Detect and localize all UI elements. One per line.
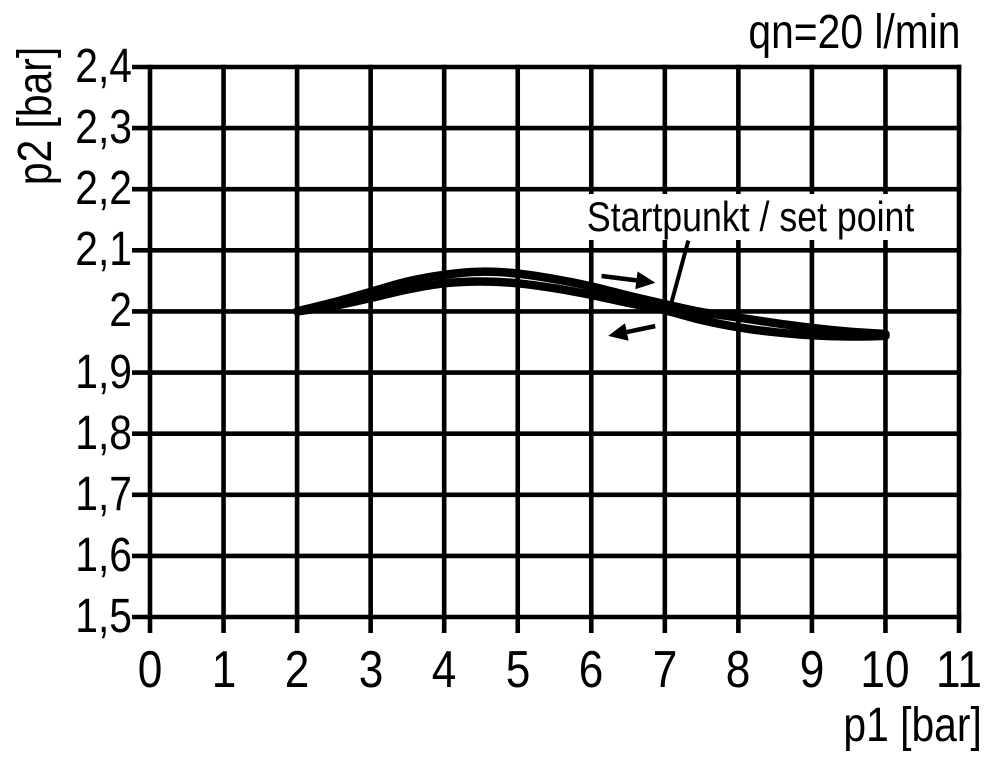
set-point-annotation-text: Startpunkt / set point [580, 194, 922, 240]
y-tick-label: 2,1 [75, 223, 132, 277]
curve-forward-increasing-p1 [292, 267, 890, 339]
x-tick-label: 3 [358, 641, 383, 699]
x-tick-label: 8 [726, 641, 751, 699]
x-axis-label: p1 [bar] [843, 699, 982, 752]
x-tick-label: 1 [211, 641, 236, 699]
x-tick-label: 11 [936, 641, 982, 699]
y-tick-label: 1,5 [75, 590, 132, 643]
x-tick-label: 5 [505, 641, 531, 699]
y-tick-label: 1,7 [75, 467, 132, 521]
x-tick-label: 4 [431, 641, 457, 699]
set-point-annotation: Startpunkt / set point [550, 194, 942, 240]
y-tick-label: 1,9 [75, 345, 132, 399]
y-tick-label: 2,4 [75, 40, 132, 93]
y-tick-label: 1,6 [75, 528, 132, 582]
x-tick-label: 6 [578, 641, 604, 699]
flow-rate-label: qn=20 l/min [747, 6, 960, 59]
direction-arrow-head-left [608, 323, 629, 341]
y-tick-label: 2,2 [75, 162, 132, 216]
x-tick-label: 7 [652, 641, 678, 699]
curve-return-decreasing-p1 [292, 277, 890, 341]
x-tick-label: 9 [799, 641, 825, 699]
y-tick-label: 2 [109, 284, 132, 338]
direction-arrow-shaft-right [601, 273, 637, 283]
x-tick-label: 0 [137, 641, 163, 699]
x-tick-label: 2 [284, 641, 310, 699]
direction-arrow-head-right [635, 271, 656, 290]
set-point-leader-line [668, 240, 691, 306]
direction-arrow-shaft-left [626, 323, 656, 335]
y-tick-label: 2,3 [75, 101, 132, 155]
x-tick-label: 10 [860, 641, 911, 699]
y-tick-label: 1,8 [75, 406, 132, 460]
